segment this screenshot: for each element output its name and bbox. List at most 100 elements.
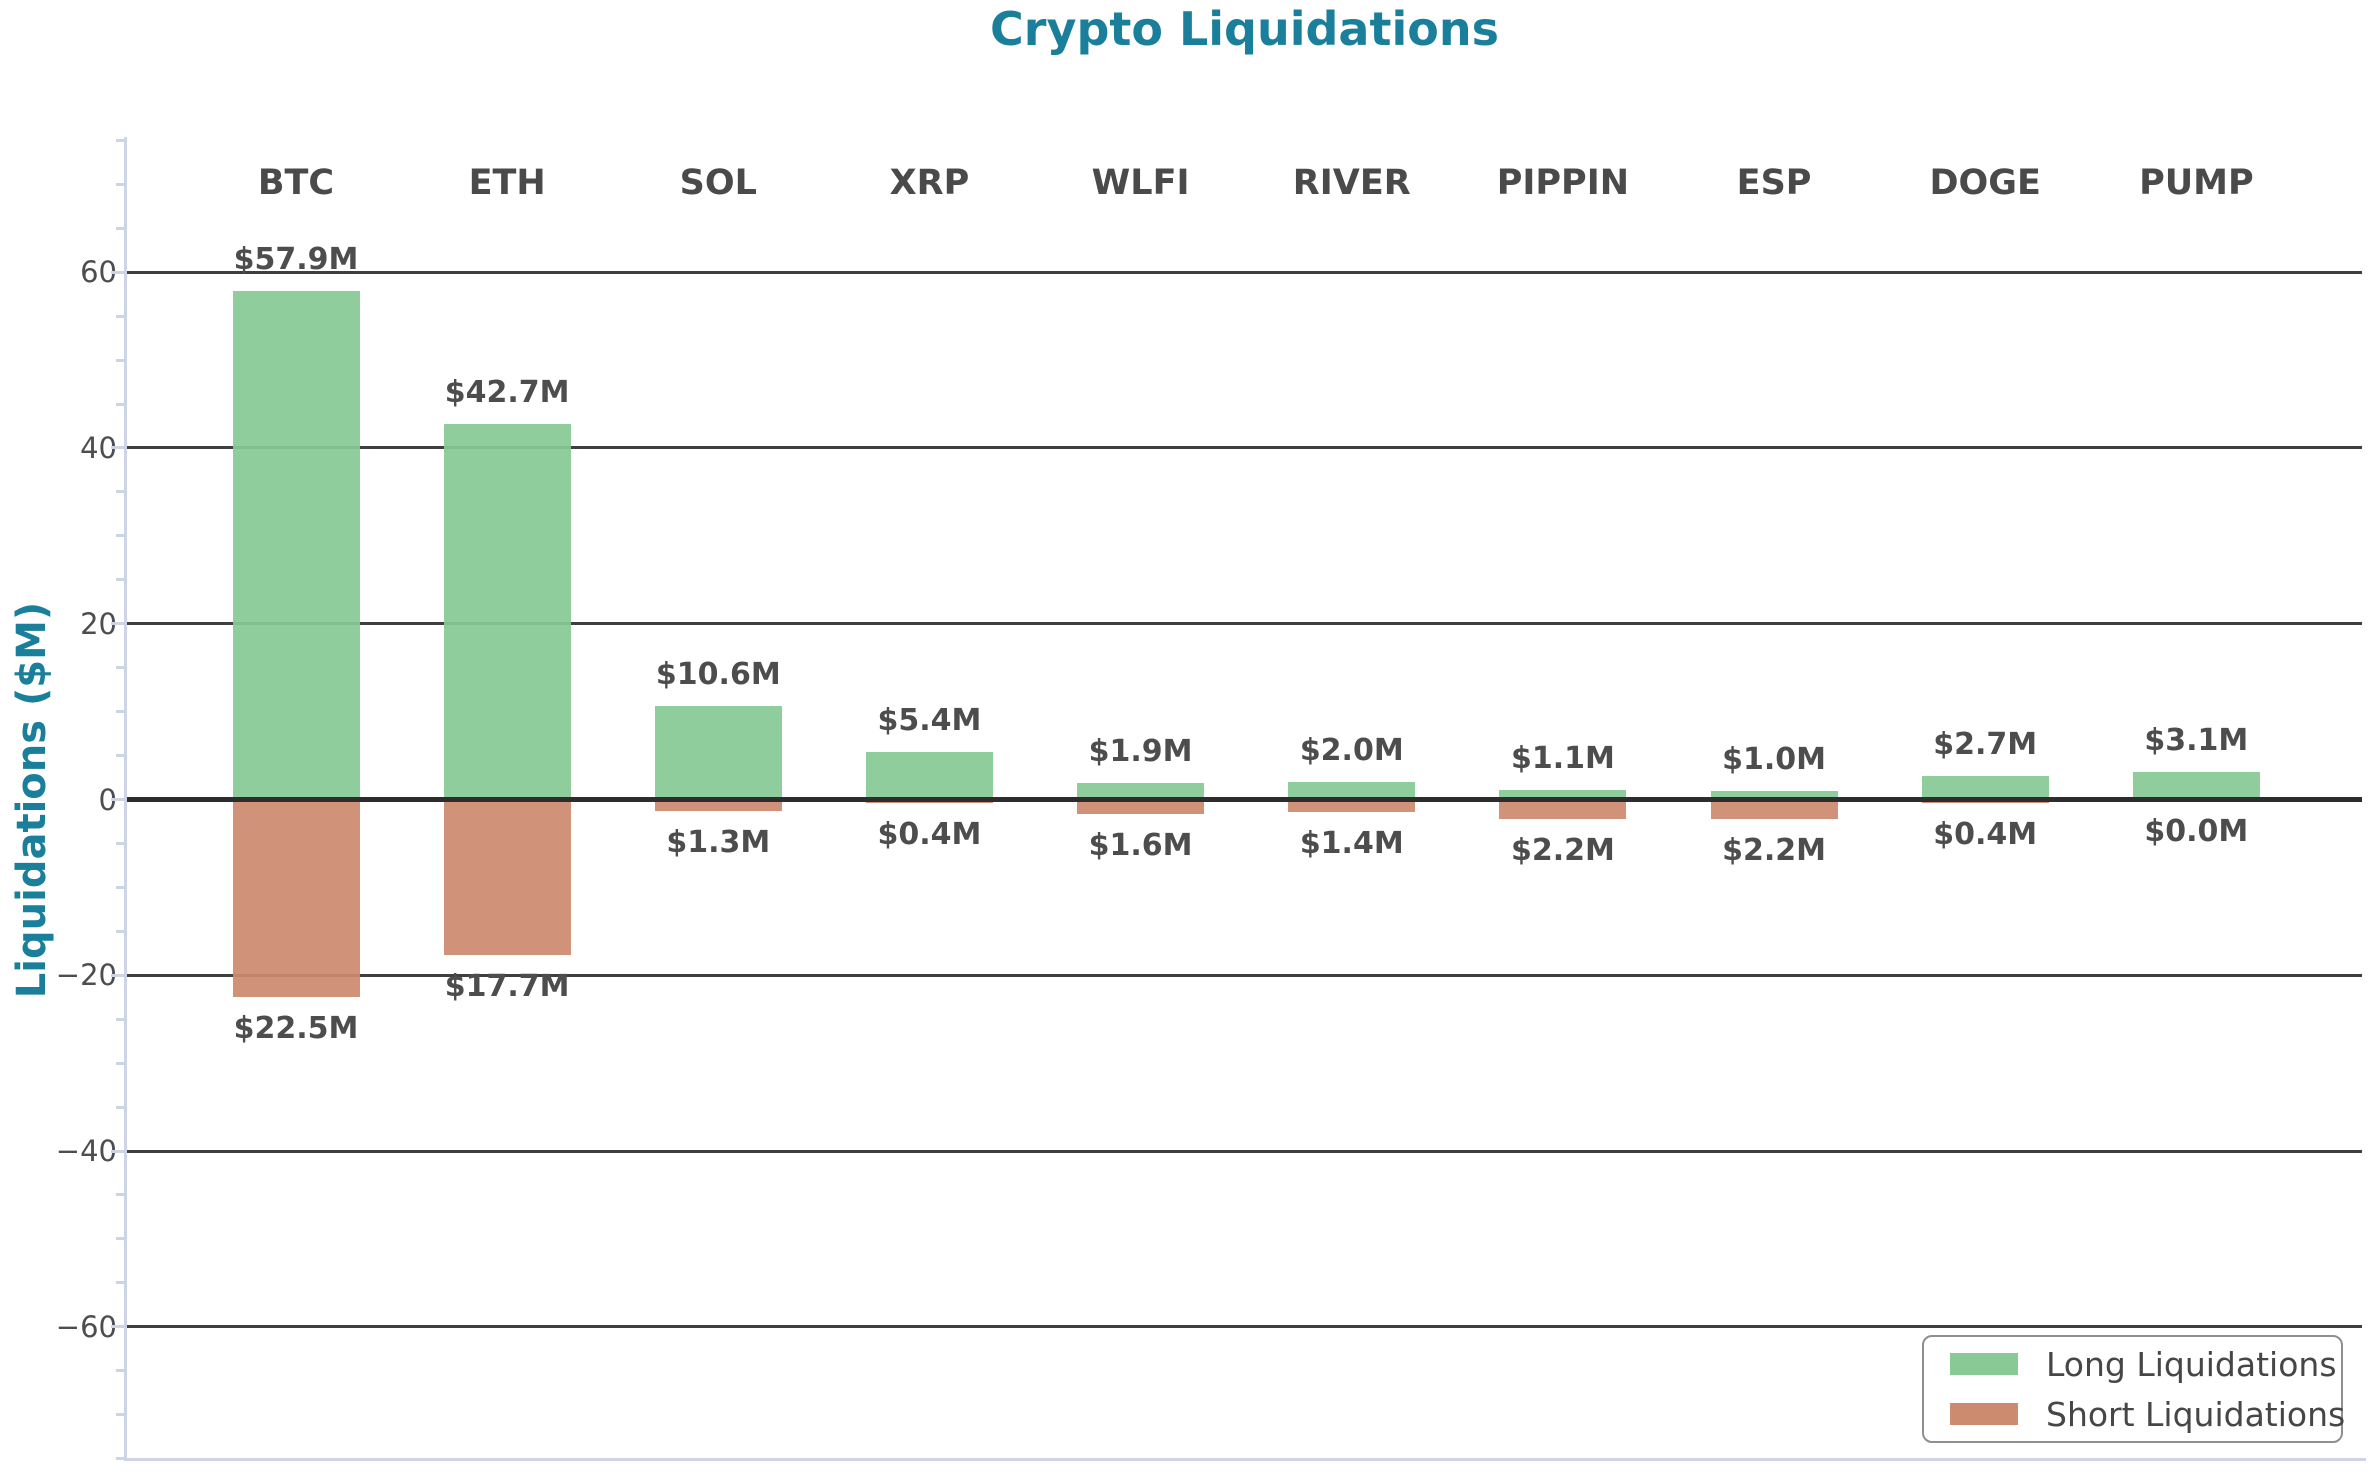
category-label-eth: ETH	[468, 163, 546, 203]
legend: Long Liquidations Short Liquidations	[1922, 1335, 2345, 1443]
y-minor-tick	[116, 182, 127, 186]
bar-long-btc	[232, 290, 360, 800]
y-major-tick	[111, 1149, 127, 1153]
value-label-short-river: $1.4M	[1299, 825, 1404, 861]
value-label-short-xrp: $0.4M	[877, 817, 982, 852]
y-minor-tick	[116, 402, 127, 406]
y-minor-tick	[116, 1281, 127, 1285]
y-tick-label: 0	[98, 782, 117, 817]
category-label-doge: DOGE	[1929, 163, 2041, 203]
category-label-pippin: PIPPIN	[1496, 163, 1630, 203]
y-minor-tick	[116, 1017, 127, 1021]
y-tick-label: −60	[55, 1309, 117, 1344]
y-tick-label: 40	[80, 430, 117, 465]
y-minor-tick	[116, 314, 127, 318]
y-tick-label: 60	[80, 255, 117, 290]
value-label-long-river: $2.0M	[1299, 732, 1404, 768]
bar-long-pump	[2132, 772, 2260, 800]
gridline-60	[127, 270, 2362, 274]
y-minor-tick	[116, 1193, 127, 1197]
y-minor-tick	[116, 534, 127, 538]
gridline-−20	[127, 973, 2362, 977]
y-minor-tick	[116, 929, 127, 933]
y-minor-tick	[116, 138, 127, 142]
y-minor-tick	[116, 841, 127, 845]
value-label-long-xrp: $5.4M	[877, 703, 982, 739]
value-label-short-pump: $0.0M	[2144, 813, 2249, 849]
y-minor-tick	[116, 1061, 127, 1065]
bar-long-wlfi	[1077, 782, 1205, 800]
y-minor-tick	[116, 1237, 127, 1241]
value-label-short-eth: $17.7M	[444, 969, 570, 1005]
value-label-short-sol: $1.3M	[666, 824, 771, 860]
zero-line	[127, 797, 2362, 802]
value-label-short-wlfi: $1.6M	[1088, 827, 1193, 863]
bar-short-pippin	[1499, 799, 1627, 819]
y-minor-tick	[116, 1369, 127, 1373]
category-label-pump: PUMP	[2139, 163, 2254, 203]
value-label-long-pippin: $1.1M	[1510, 740, 1615, 776]
bar-long-xrp	[865, 752, 993, 800]
bar-short-btc	[232, 799, 360, 998]
value-label-long-wlfi: $1.9M	[1088, 733, 1193, 769]
value-label-long-eth: $42.7M	[444, 375, 570, 411]
y-minor-tick	[116, 710, 127, 714]
y-tick-label: −20	[55, 958, 117, 993]
category-label-esp: ESP	[1736, 163, 1812, 203]
value-label-short-btc: $22.5M	[233, 1011, 359, 1047]
y-major-tick	[111, 622, 127, 626]
y-minor-tick	[116, 1105, 127, 1109]
legend-item-short-liquidations: Short Liquidations	[1924, 1392, 2345, 1436]
value-label-long-doge: $2.7M	[1933, 726, 2038, 762]
chart-title: Crypto Liquidations	[990, 2, 1499, 56]
category-label-wlfi: WLFI	[1091, 163, 1190, 203]
y-minor-tick	[116, 226, 127, 230]
y-minor-tick	[116, 490, 127, 494]
y-minor-tick	[116, 578, 127, 582]
y-minor-tick	[116, 666, 127, 670]
value-label-short-pippin: $2.2M	[1510, 832, 1615, 868]
y-major-tick	[111, 973, 127, 977]
y-tick-label: −40	[55, 1134, 117, 1169]
gridline-−60	[127, 1325, 2362, 1329]
y-major-tick	[111, 798, 127, 801]
x-axis-spine	[124, 1458, 2366, 1461]
value-label-long-sol: $10.6M	[655, 657, 781, 693]
category-label-river: RIVER	[1292, 163, 1411, 203]
y-major-tick	[111, 270, 127, 274]
y-major-tick	[111, 446, 127, 450]
bar-short-sol	[654, 799, 782, 811]
value-label-long-btc: $57.9M	[233, 241, 359, 277]
bar-short-eth	[443, 799, 571, 956]
bar-short-wlfi	[1077, 799, 1205, 814]
gridline-−40	[127, 1149, 2362, 1153]
y-minor-tick	[116, 885, 127, 889]
legend-item-long-liquidations: Long Liquidations	[1924, 1342, 2341, 1386]
y-minor-tick	[116, 754, 127, 758]
bar-long-sol	[654, 706, 782, 800]
category-label-sol: SOL	[679, 163, 757, 203]
y-minor-tick	[116, 358, 127, 362]
bar-short-river	[1288, 799, 1416, 812]
gridline-40	[127, 446, 2362, 450]
gridline-20	[127, 622, 2362, 626]
bar-long-esp	[1710, 790, 1838, 800]
value-label-short-doge: $0.4M	[1933, 817, 2038, 852]
bar-long-eth	[443, 424, 571, 800]
value-label-long-esp: $1.0M	[1722, 741, 1826, 777]
bar-long-pippin	[1499, 789, 1627, 800]
legend-label-short-liquidations: Short Liquidations	[2046, 1394, 2346, 1434]
legend-label-long-liquidations: Long Liquidations	[2046, 1344, 2337, 1384]
bar-long-river	[1288, 781, 1416, 800]
bar-short-esp	[1710, 799, 1838, 819]
value-label-long-pump: $3.1M	[2144, 723, 2249, 759]
category-label-xrp: XRP	[889, 163, 970, 203]
value-label-short-esp: $2.2M	[1722, 832, 1826, 868]
y-tick-label: 20	[80, 606, 117, 641]
bar-long-doge	[1921, 775, 2049, 800]
legend-swatch-short-liquidations	[1950, 1403, 2018, 1425]
category-label-btc: BTC	[257, 163, 335, 203]
y-minor-tick	[116, 1413, 127, 1417]
legend-swatch-long-liquidations	[1950, 1353, 2018, 1375]
